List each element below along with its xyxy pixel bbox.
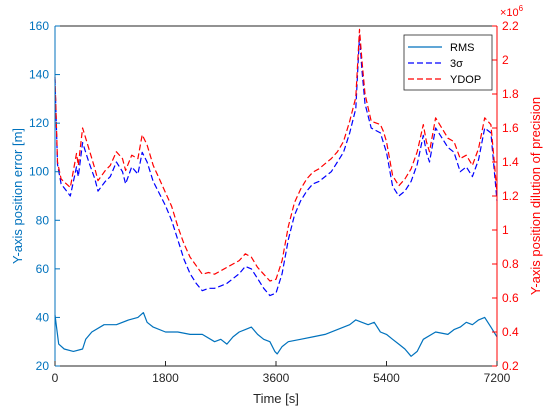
y-right-axis-label: Y-axis position dilution of precision [528, 97, 543, 295]
x-tick-label: 3600 [263, 371, 290, 385]
y-right-tick-label: 2 [502, 53, 509, 67]
series-line-rms [54, 312, 498, 357]
y-left-tick-label: 40 [36, 310, 50, 324]
series-layer [54, 28, 498, 357]
x-tick-label: 7200 [484, 371, 511, 385]
y-left-tick-label: 80 [36, 213, 50, 227]
x-axis-label: Time [s] [253, 391, 299, 406]
y-left-tick-label: 160 [29, 19, 49, 33]
y-right-tick-label: 2.2 [502, 19, 519, 33]
y-left-tick-label: 140 [29, 68, 49, 82]
y-right-tick-label: 1.2 [502, 189, 519, 203]
series-line-3sigma [54, 35, 498, 297]
y-right-tick-label: 1.4 [502, 155, 519, 169]
y-right-tick-label: 0.8 [502, 257, 519, 271]
y-left-tick-label: 60 [36, 262, 50, 276]
legend: RMS 3σ YDOP [403, 34, 493, 91]
y-right-tick-label: 0.2 [502, 359, 519, 373]
y-left-axis-label: Y-axis position error [m] [10, 128, 25, 264]
x-tick-label: 0 [52, 371, 59, 385]
y-left-tick-label: 20 [36, 359, 50, 373]
x-tick-label: 5400 [373, 371, 400, 385]
series-line-ydop [54, 28, 498, 282]
y-right-tick-label: 1.8 [502, 87, 519, 101]
y-right-tick-label: 0.4 [502, 325, 519, 339]
y-right-tick-label: 1.6 [502, 121, 519, 135]
y-right-tick-label: 0.6 [502, 291, 519, 305]
y-left-tick-label: 100 [29, 165, 49, 179]
legend-label-ydop: YDOP [450, 74, 481, 86]
right-axis-exponent-power: 6 [519, 4, 524, 13]
x-tick-label: 1800 [152, 371, 179, 385]
ticks-layer: 0 1800 3600 5400 7200 20 40 60 80 100 120 140 160 0.2… [29, 19, 519, 385]
legend-label-rms: RMS [450, 42, 474, 54]
right-axis-exponent: ×106 [500, 4, 524, 19]
y-right-tick-label: 1 [502, 223, 509, 237]
right-axis-exponent-base: ×10 [500, 7, 519, 19]
legend-label-3sigma: 3σ [450, 58, 463, 70]
y-left-tick-label: 120 [29, 116, 49, 130]
